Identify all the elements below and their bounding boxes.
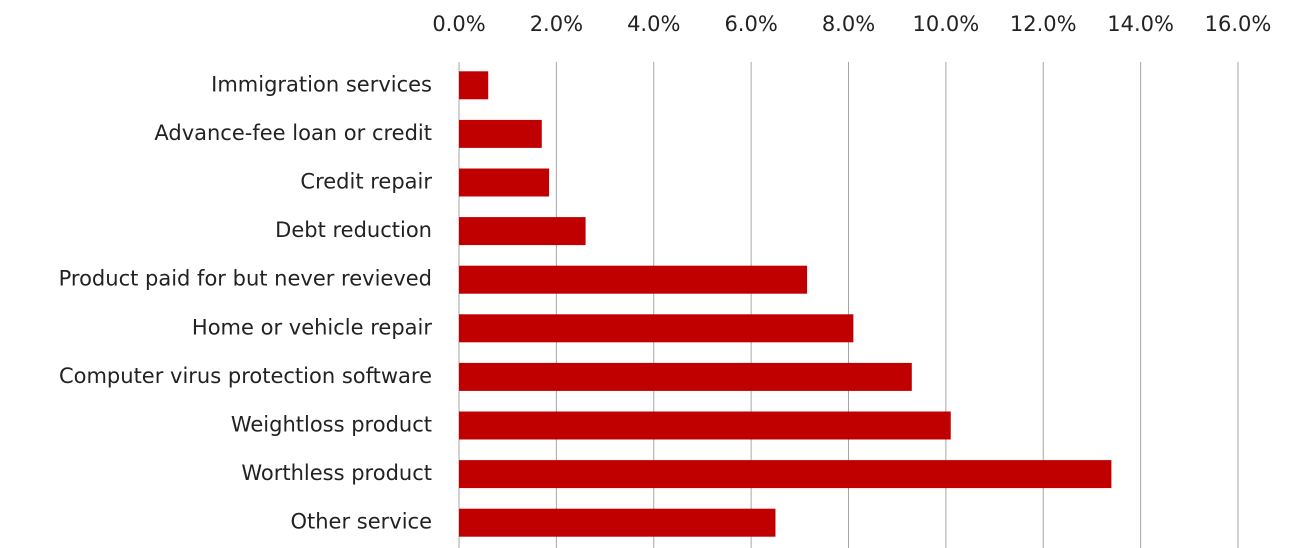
bar xyxy=(459,314,854,343)
bar xyxy=(459,265,808,294)
y-tick-label: Product paid for but never revieved xyxy=(59,267,432,291)
bar xyxy=(459,119,542,148)
x-tick-label: 6.0% xyxy=(724,12,777,36)
y-tick-label: Other service xyxy=(290,510,432,534)
x-tick-label: 2.0% xyxy=(530,12,583,36)
y-tick-label: Worthless product xyxy=(241,461,432,485)
bar xyxy=(459,217,586,246)
x-tick-label: 14.0% xyxy=(1107,12,1174,36)
x-tick-label: 10.0% xyxy=(913,12,980,36)
bar xyxy=(459,460,1112,489)
x-tick-label: 12.0% xyxy=(1010,12,1077,36)
y-tick-label: Debt reduction xyxy=(275,218,432,242)
x-tick-label: 4.0% xyxy=(627,12,680,36)
y-tick-label: Immigration services xyxy=(211,72,432,96)
bar xyxy=(459,71,489,100)
y-tick-label: Home or vehicle repair xyxy=(192,315,432,339)
bar xyxy=(459,362,912,391)
y-tick-label: Weightloss product xyxy=(231,413,432,437)
bar xyxy=(459,411,951,440)
y-tick-label: Computer virus protection software xyxy=(59,364,432,388)
x-tick-label: 8.0% xyxy=(822,12,875,36)
x-tick-label: 0.0% xyxy=(432,12,485,36)
y-tick-label: Credit repair xyxy=(300,170,432,194)
x-tick-label: 16.0% xyxy=(1205,12,1272,36)
y-tick-label: Advance-fee loan or credit xyxy=(154,121,432,145)
bar xyxy=(459,508,776,537)
bar xyxy=(459,168,550,197)
